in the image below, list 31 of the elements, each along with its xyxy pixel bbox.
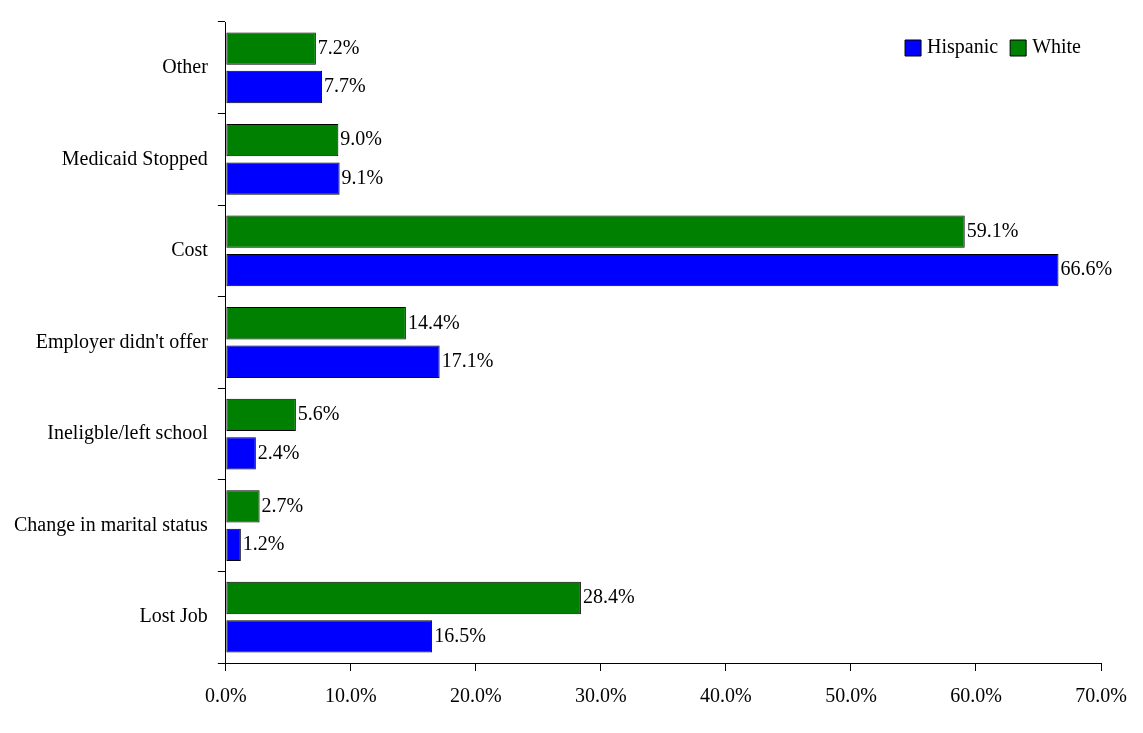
data-label: 66.6% bbox=[1060, 257, 1113, 280]
data-label: 17.1% bbox=[441, 348, 494, 371]
x-tick-label: 10.0% bbox=[325, 684, 377, 707]
data-label: 16.5% bbox=[434, 623, 486, 646]
x-tick-label: 0.0% bbox=[205, 684, 247, 707]
y-tick-label: Cost bbox=[171, 238, 209, 261]
data-label: 2.4% bbox=[257, 440, 300, 463]
x-tick-label: 20.0% bbox=[450, 684, 502, 707]
x-tick-label: 40.0% bbox=[700, 684, 752, 707]
data-label: 9.1% bbox=[341, 165, 384, 188]
y-tick-label: Change in marital status bbox=[13, 512, 209, 536]
data-label: 7.2% bbox=[317, 35, 360, 58]
data-label: 59.1% bbox=[966, 218, 1019, 241]
data-label: 9.0% bbox=[340, 127, 383, 150]
x-tick-label: 50.0% bbox=[825, 684, 877, 707]
legend-label: Hispanic bbox=[927, 35, 999, 59]
data-label: 28.4% bbox=[582, 585, 635, 608]
y-tick-label: Ineligble/left school bbox=[47, 421, 209, 445]
y-tick-label: Medicaid Stopped bbox=[61, 146, 208, 170]
data-label: 7.7% bbox=[324, 74, 366, 97]
legend-label: White bbox=[1032, 35, 1082, 58]
y-tick-label: Lost Job bbox=[139, 604, 208, 627]
data-label: 2.7% bbox=[261, 493, 304, 516]
y-tick-label: Other bbox=[162, 55, 209, 78]
x-tick-label: 70.0% bbox=[1075, 684, 1127, 707]
x-tick-label: 30.0% bbox=[575, 684, 627, 707]
data-label: 1.2% bbox=[242, 532, 285, 555]
x-tick-label: 60.0% bbox=[950, 684, 1002, 707]
data-label: 14.4% bbox=[407, 310, 460, 333]
data-label: 5.6% bbox=[297, 402, 340, 425]
y-tick-label: Employer didn't offer bbox=[35, 329, 209, 353]
